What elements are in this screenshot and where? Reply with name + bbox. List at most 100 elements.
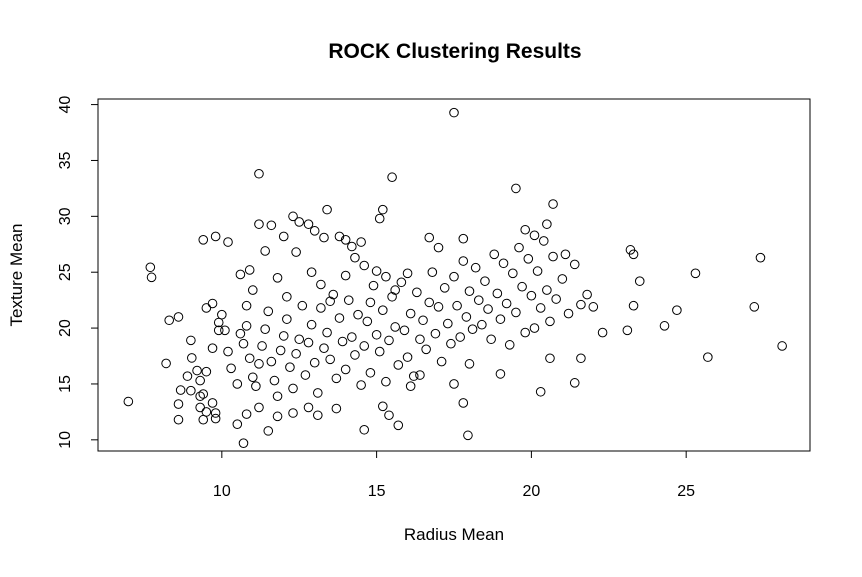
data-point (325, 296, 335, 307)
y-tick-label: 30 (57, 207, 74, 225)
data-point (514, 242, 524, 253)
data-point (511, 307, 521, 318)
data-point (282, 314, 292, 324)
data-point (312, 410, 323, 421)
data-point (244, 353, 255, 364)
data-point (381, 376, 391, 387)
data-point (495, 369, 506, 379)
data-point (473, 295, 484, 305)
y-tick-label: 20 (57, 319, 74, 337)
chart-title: ROCK Clustering Results (328, 40, 581, 63)
data-point (378, 401, 388, 412)
data-point (520, 327, 531, 338)
y-tick-label: 10 (57, 431, 74, 449)
data-point (569, 378, 580, 388)
data-point (235, 328, 246, 339)
data-point (390, 322, 400, 332)
data-point (232, 379, 243, 389)
data-point (340, 364, 351, 375)
data-point (464, 286, 475, 297)
data-point (186, 353, 197, 363)
data-point (213, 317, 224, 328)
data-point (576, 299, 586, 310)
data-point (405, 381, 416, 391)
data-point (446, 338, 456, 349)
data-point (220, 325, 230, 336)
data-point (538, 236, 549, 246)
data-point (387, 172, 397, 183)
data-points (123, 107, 787, 448)
data-point (297, 300, 308, 311)
data-point (359, 260, 370, 271)
data-point (254, 402, 264, 413)
data-point (192, 365, 202, 376)
data-point (173, 414, 184, 425)
data-point (526, 290, 537, 301)
data-point (145, 262, 156, 273)
data-point (195, 391, 205, 402)
data-point (563, 308, 574, 319)
data-point (402, 268, 413, 279)
data-point (569, 259, 580, 270)
data-point (396, 277, 407, 288)
data-point (201, 303, 212, 313)
data-point (359, 424, 370, 435)
x-tick-label: 25 (677, 483, 695, 500)
data-point (146, 272, 157, 283)
data-point (350, 350, 360, 360)
data-point (325, 354, 335, 365)
data-point (309, 226, 320, 236)
data-point (508, 268, 518, 279)
data-point (399, 325, 410, 336)
data-point (282, 291, 292, 302)
data-point (198, 414, 209, 425)
data-point (486, 334, 496, 345)
data-point (545, 353, 555, 364)
data-point (436, 356, 447, 367)
data-point (207, 298, 218, 309)
data-point (387, 291, 397, 302)
data-point (186, 385, 196, 396)
data-point (461, 312, 472, 322)
data-point (272, 272, 283, 283)
data-point (433, 302, 444, 312)
y-tick-label: 35 (57, 151, 74, 169)
data-point (520, 224, 531, 235)
data-point (232, 419, 243, 429)
data-point (257, 341, 267, 351)
data-point (278, 331, 289, 341)
data-point (263, 426, 274, 436)
data-point (498, 258, 509, 269)
data-point (254, 359, 264, 369)
data-point (294, 334, 305, 345)
data-point (285, 362, 295, 372)
data-point (463, 430, 473, 441)
data-point (371, 266, 382, 276)
data-point (251, 381, 261, 391)
data-point (334, 231, 345, 242)
data-point (470, 262, 481, 273)
data-point (164, 315, 174, 326)
data-point (690, 268, 701, 279)
y-axis-label: Texture Mean (7, 224, 26, 327)
data-point (123, 396, 134, 407)
x-tick-label: 15 (368, 483, 386, 500)
data-point (195, 402, 205, 413)
data-point (340, 235, 351, 245)
data-point (672, 305, 682, 316)
data-point (288, 383, 298, 394)
data-point (703, 352, 713, 362)
data-point (182, 371, 193, 381)
data-point (356, 237, 366, 247)
data-point (322, 327, 332, 338)
data-point (254, 168, 264, 179)
data-point (210, 413, 221, 424)
data-point (560, 249, 571, 260)
data-point (511, 183, 521, 194)
data-point (331, 373, 342, 384)
data-point (347, 332, 357, 342)
data-point (238, 438, 249, 448)
data-point (303, 337, 314, 348)
data-point (316, 303, 326, 313)
data-point (378, 204, 388, 215)
